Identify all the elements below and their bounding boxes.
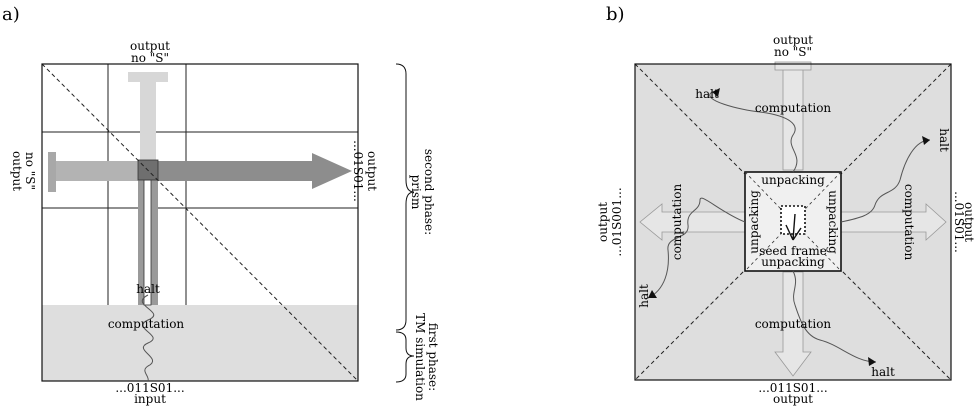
up-output-bar [140, 80, 156, 160]
output-arrows [639, 61, 947, 377]
b-bottom-output: output [773, 392, 813, 406]
halt-arrow-br [868, 357, 876, 366]
lower-brace [395, 331, 415, 383]
halt-arrow-tl [712, 88, 720, 97]
b-top-output: output [773, 33, 813, 47]
b-top-output-sub: no "S" [774, 45, 812, 59]
diagonal-1 [634, 63, 952, 381]
panel-b-frame [634, 63, 952, 381]
unpacking-bottom: unpacking [761, 255, 825, 269]
halt-top-right: halt [937, 128, 951, 152]
diagonal-dashed [41, 63, 359, 382]
brace-lower-text-1: first phase: [426, 323, 440, 391]
b-right-output: output [962, 202, 976, 242]
upper-brace [395, 63, 415, 331]
b-left-output-sub: ...01S001... [610, 187, 624, 256]
seed-frame-box [780, 205, 806, 235]
computation-label: computation [108, 317, 185, 331]
halt-bottom-left: halt [637, 284, 651, 308]
computation-traces [647, 91, 931, 363]
panel-b-label: b) [606, 4, 625, 25]
computation-left: computation [670, 184, 684, 261]
brace-upper-text-2: prism [409, 175, 423, 210]
panel-a: a) output no "S" halt compu [2, 4, 440, 406]
left-output-sub: no "S" [23, 152, 37, 190]
panel-a-label: a) [2, 4, 20, 25]
first-phase-area [42, 305, 358, 381]
b-left-output: output [596, 202, 610, 242]
halt-arrow-bl [648, 290, 657, 298]
unpacking-top: unpacking [761, 173, 825, 187]
up-output-cap [128, 72, 168, 82]
bottom-input-label: input [134, 392, 166, 406]
unpacking-right: unpacking [826, 190, 840, 254]
unpacking-left: unpacking [747, 190, 761, 254]
panel-a-frame [41, 63, 359, 382]
computation-trace [141, 294, 155, 382]
b-bottom-value: ...011S01... [758, 381, 827, 395]
left-output-cap [48, 152, 56, 192]
computation-bottom: computation [755, 317, 832, 331]
panel-b: b) [596, 4, 976, 406]
halt-label: halt [136, 282, 160, 296]
diagonal-2 [634, 63, 952, 381]
halt-top-left: halt [695, 87, 719, 101]
brace-lower-text-2: TM simulation [413, 313, 427, 401]
halt-arrow-tr [922, 136, 930, 145]
b-right-output-sub: ...01S01... [952, 191, 966, 253]
seed-frame-label: seed frame [759, 244, 827, 258]
top-output-sub: no "S" [131, 51, 169, 65]
halt-bottom-right: halt [871, 365, 895, 379]
top-output-label: output [130, 39, 170, 53]
left-output-label: output [10, 151, 24, 191]
right-output-sub: ...01S01... [351, 140, 365, 202]
seed-arrows [785, 213, 802, 241]
computation-right: computation [902, 184, 916, 261]
left-output-bar [56, 161, 138, 181]
bottom-value: ...011S01... [115, 381, 184, 395]
computation-top: computation [755, 101, 832, 115]
right-output-arrow [158, 153, 352, 189]
brace-upper-text-1: second phase: [422, 149, 436, 235]
right-output-label: output [365, 151, 379, 191]
prism-grid [42, 64, 358, 305]
